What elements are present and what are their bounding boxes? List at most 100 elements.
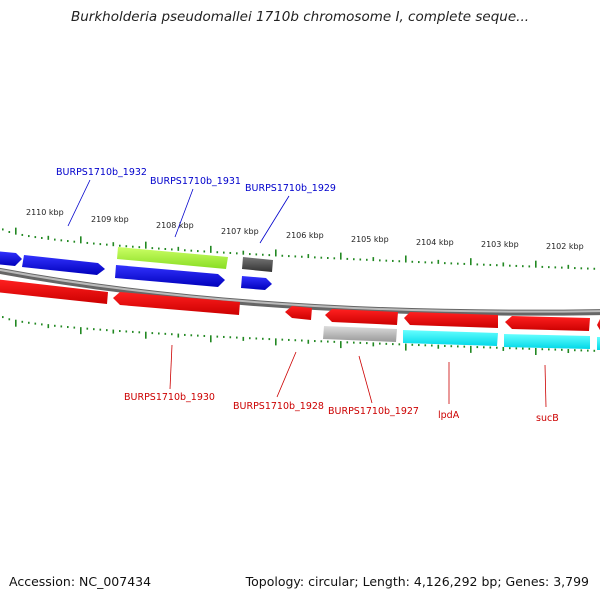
ruler-dot: [106, 329, 108, 332]
ruler-dot: [307, 339, 310, 344]
ruler-dot: [587, 267, 589, 270]
ruler-dot: [132, 330, 134, 333]
tick-label: 2106 kbp: [286, 231, 324, 240]
label-leader-lines: [67, 179, 547, 408]
pseudo-feature[interactable]: [242, 257, 273, 272]
ruler-dot: [60, 239, 63, 242]
ruler-dot: [307, 254, 310, 259]
ruler-dot: [528, 265, 531, 268]
ruler-dot: [522, 347, 524, 350]
ruler-dot: [327, 340, 329, 343]
ruler-major-tick: [535, 260, 537, 268]
ruler-dot: [8, 230, 11, 233]
gene-label[interactable]: lpdA: [438, 410, 460, 421]
ruler-dot: [268, 338, 271, 341]
ruler-dot: [262, 337, 264, 340]
ruler-dot: [255, 337, 258, 340]
reverse-strand-features: [0, 279, 600, 350]
ruler-dot: [216, 335, 219, 338]
forward-strand-features: [0, 247, 273, 290]
ruler-dot: [554, 348, 557, 351]
ruler-dot: [294, 339, 297, 342]
gene-label[interactable]: BURPS1710b_1927: [328, 406, 419, 417]
tick-label: 2103 kbp: [481, 240, 519, 249]
ruler-dot: [554, 266, 557, 269]
ruler-dot: [372, 342, 375, 347]
ruler-dot: [418, 261, 420, 264]
ruler-dot: [457, 345, 459, 348]
ruler-dot: [379, 259, 381, 262]
gene-label[interactable]: BURPS1710b_1931: [150, 176, 241, 187]
ruler-dot: [86, 241, 89, 244]
ruler-dot: [320, 340, 323, 343]
ruler-dot: [93, 242, 95, 245]
ruler-dot: [398, 343, 401, 346]
gene-label[interactable]: BURPS1710b_1928: [233, 401, 324, 412]
ruler-dot: [567, 264, 570, 269]
ruler-dot: [177, 246, 180, 251]
ruler-major-tick: [275, 338, 277, 346]
gene-label[interactable]: BURPS1710b_1930: [124, 392, 215, 403]
gene-label[interactable]: BURPS1710b_1932: [56, 167, 147, 178]
cyan-feature-lpdA[interactable]: [403, 330, 498, 346]
ruler-dot: [21, 320, 24, 323]
gene-arrow-reverse-sucB[interactable]: [505, 316, 590, 331]
ruler-dot: [54, 324, 56, 327]
ruler-dot: [359, 258, 362, 261]
ruler-dot: [73, 326, 76, 329]
ruler-dot: [229, 251, 232, 254]
ruler-labels: 2110 kbp 2109 kbp 2108 kbp 2107 kbp 2106…: [26, 208, 584, 251]
ruler-dot: [86, 327, 89, 330]
ruler-dot: [34, 322, 37, 325]
ruler-dot: [249, 253, 251, 256]
ruler-dot: [587, 349, 589, 352]
ruler-major-tick: [470, 345, 472, 353]
ruler-dot: [541, 265, 544, 268]
ruler-dot: [411, 260, 414, 263]
ruler-dot: [138, 246, 141, 249]
ruler-dot: [197, 250, 199, 253]
rna-feature[interactable]: [117, 247, 228, 269]
ruler-dot: [392, 259, 394, 262]
ruler-dot: [580, 349, 583, 352]
ruler-dot: [502, 262, 505, 267]
gene-arrow-forward[interactable]: [0, 251, 22, 266]
ruler-dot: [528, 347, 531, 350]
cyan-feature-sucB[interactable]: [504, 334, 590, 349]
ruler-dot: [431, 344, 433, 347]
ruler-dot: [515, 347, 518, 350]
ruler-dot: [509, 347, 511, 350]
ruler-dot: [515, 264, 518, 267]
gene-label[interactable]: sucB: [536, 413, 559, 424]
tick-label: 2108 kbp: [156, 221, 194, 230]
ruler-dot: [2, 316, 4, 319]
cyan-feature-edge[interactable]: [597, 337, 600, 350]
gene-arrow-reverse-edge[interactable]: [597, 319, 600, 330]
gene-arrow-reverse-1928[interactable]: [285, 306, 312, 320]
ruler-dot: [242, 336, 245, 341]
ruler-dot: [281, 338, 284, 341]
ruler-dot: [216, 251, 219, 254]
ruler-dot: [158, 247, 160, 250]
gene-arrow-reverse-1927[interactable]: [325, 309, 398, 325]
ruler-dot: [463, 262, 466, 265]
gene-label[interactable]: BURPS1710b_1929: [245, 183, 336, 194]
gray-feature[interactable]: [323, 326, 397, 342]
gene-arrow-reverse-lpdA[interactable]: [404, 312, 498, 328]
ruler-dot: [138, 331, 141, 334]
ruler-dot: [574, 267, 576, 270]
ruler-dot: [119, 330, 121, 333]
ruler-dot: [203, 250, 206, 253]
gene-arrow-reverse-1930[interactable]: [113, 292, 240, 315]
ruler-dot: [8, 318, 11, 321]
ruler-major-tick: [405, 343, 407, 351]
gene-arrow-forward-1932[interactable]: [22, 255, 105, 275]
gene-arrow-reverse[interactable]: [0, 279, 108, 304]
ruler-dot: [151, 247, 154, 250]
ruler-dot: [190, 249, 193, 252]
ruler-dot: [73, 240, 76, 243]
ruler-dot: [418, 344, 420, 347]
gene-arrow-forward-1929[interactable]: [241, 276, 272, 290]
gene-arrow-forward-1931[interactable]: [115, 265, 225, 287]
